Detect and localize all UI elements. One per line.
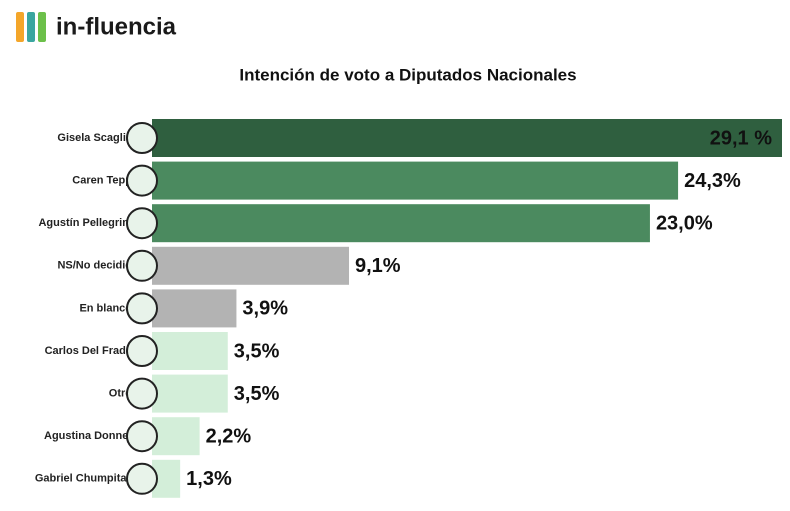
brand: in-fluencia (56, 13, 177, 40)
category-label: Caren Tepp (72, 175, 132, 187)
bar (152, 246, 350, 285)
avatar (126, 420, 158, 453)
category-label: Carlos Del Frade (45, 345, 132, 357)
avatar (126, 462, 158, 495)
chart-title: Intención de voto a Diputados Nacionales (239, 65, 576, 84)
value-label: 29,1 % (710, 127, 772, 149)
avatar (126, 292, 158, 325)
category-label: Gisela Scaglia (57, 132, 132, 144)
value-label: 3,5% (234, 340, 280, 362)
logo-bar (38, 12, 46, 42)
value-label: 23,0% (656, 212, 713, 234)
logo-bar (16, 12, 24, 42)
bar (152, 289, 237, 328)
category-label: Gabriel Chumpitaz (35, 473, 133, 485)
bar (152, 204, 650, 243)
avatar (126, 207, 158, 240)
category-label: En blanco (79, 302, 132, 314)
avatar (126, 377, 158, 410)
avatar (126, 335, 158, 367)
value-label: 3,5% (234, 383, 280, 405)
bar (152, 332, 228, 370)
value-label: 9,1% (355, 255, 401, 277)
bar (152, 374, 228, 413)
value-label: 1,3% (186, 468, 232, 490)
bar (152, 119, 782, 157)
category-label: Agustina Donnet (44, 430, 132, 442)
logo-bar (27, 12, 35, 42)
value-label: 2,2% (206, 425, 252, 447)
value-label: 3,9% (242, 298, 288, 320)
bar (152, 161, 679, 200)
value-label: 24,3% (684, 170, 741, 192)
category-label: NS/No decidió (57, 260, 132, 272)
avatar (126, 122, 158, 154)
logo (16, 12, 46, 42)
avatar (126, 164, 158, 197)
category-label: Agustín Pellegrini (38, 217, 132, 229)
avatar (126, 249, 158, 282)
bar (152, 417, 200, 456)
